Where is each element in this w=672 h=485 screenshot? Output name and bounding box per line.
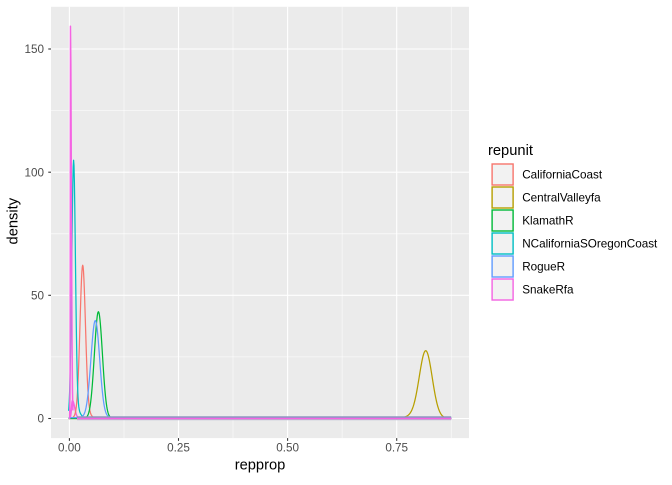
svg-text:150: 150 xyxy=(24,43,44,56)
svg-text:50: 50 xyxy=(31,290,45,303)
svg-text:0.25: 0.25 xyxy=(167,442,190,455)
svg-text:NCaliforniaSOregonCoast: NCaliforniaSOregonCoast xyxy=(522,238,658,251)
svg-text:0.00: 0.00 xyxy=(58,442,81,455)
svg-text:0.50: 0.50 xyxy=(276,442,299,455)
svg-text:RogueR: RogueR xyxy=(522,261,565,274)
svg-text:repprop: repprop xyxy=(235,457,286,473)
svg-text:repunit: repunit xyxy=(488,143,533,159)
svg-text:CentralValleyfa: CentralValleyfa xyxy=(522,192,601,205)
svg-text:density: density xyxy=(6,197,22,244)
svg-text:100: 100 xyxy=(24,166,44,179)
svg-text:KlamathR: KlamathR xyxy=(522,215,573,228)
svg-text:0: 0 xyxy=(37,413,44,426)
svg-text:SnakeRfa: SnakeRfa xyxy=(522,284,574,297)
svg-text:0.75: 0.75 xyxy=(385,442,408,455)
svg-text:CaliforniaCoast: CaliforniaCoast xyxy=(522,169,603,182)
